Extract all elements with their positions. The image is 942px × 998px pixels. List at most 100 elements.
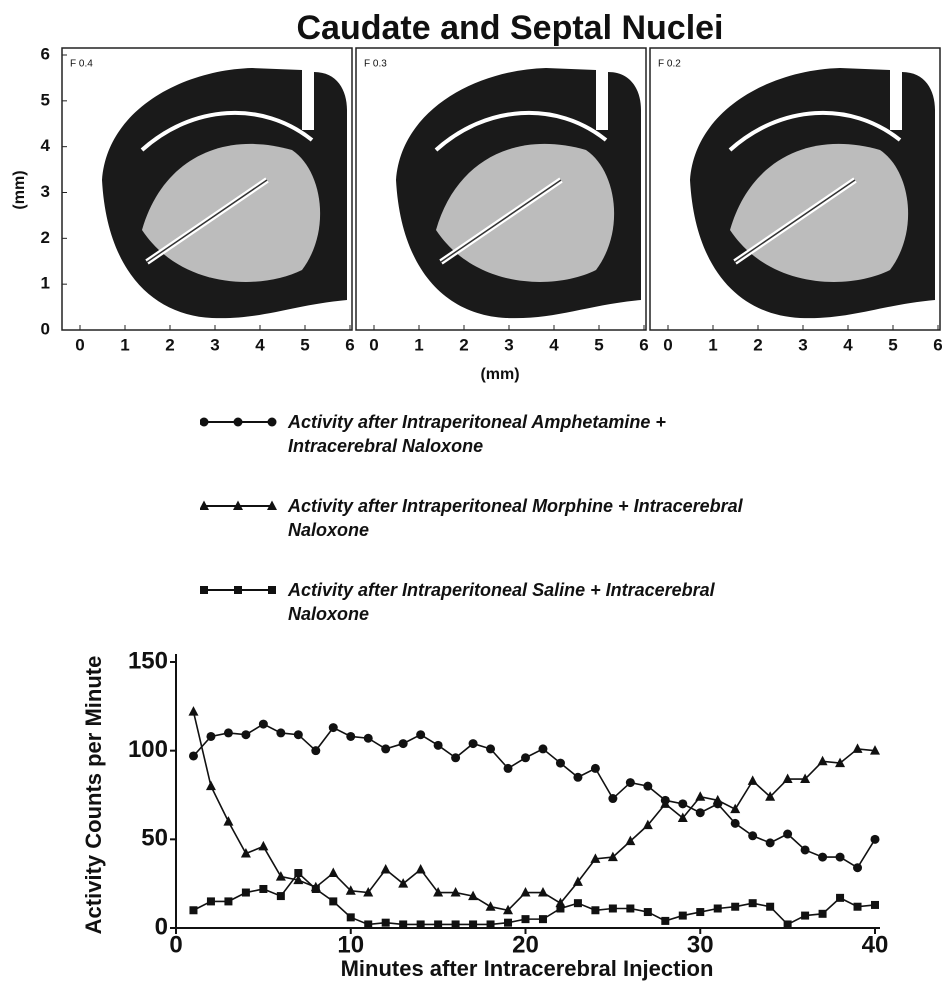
- marker-triangle: [853, 743, 863, 753]
- legend-swatch: [200, 410, 280, 434]
- marker-triangle: [328, 868, 338, 878]
- section-label: F 0.3: [364, 59, 387, 70]
- marker-triangle: [416, 864, 426, 874]
- marker-square: [200, 586, 208, 594]
- marker-triangle: [730, 804, 740, 814]
- marker-circle: [469, 739, 478, 748]
- marker-circle: [678, 799, 687, 808]
- section-x-tick-label: 5: [300, 335, 309, 354]
- y-tick-label: 0: [155, 913, 168, 940]
- marker-square: [224, 897, 232, 905]
- marker-circle: [294, 730, 303, 739]
- section-x-tick-label: 3: [210, 335, 219, 354]
- marker-square: [469, 920, 477, 928]
- legend-label: Activity after Intraperitoneal Saline + …: [288, 578, 758, 626]
- section-x-tick-label: 5: [594, 335, 603, 354]
- marker-square: [591, 906, 599, 914]
- marker-circle: [818, 853, 827, 862]
- marker-circle: [434, 741, 443, 750]
- marker-triangle: [206, 781, 216, 791]
- section-x-tick-label: 2: [165, 335, 174, 354]
- marker-triangle: [398, 878, 408, 888]
- section-y-tick-label: 5: [41, 90, 50, 109]
- marker-circle: [766, 838, 775, 847]
- marker-square: [452, 920, 460, 928]
- legend-label: Activity after Intraperitoneal Amphetami…: [288, 410, 758, 458]
- y-tick-label: 100: [128, 736, 168, 763]
- x-axis-label: Minutes after Intracerebral Injection: [341, 956, 714, 981]
- marker-circle: [836, 853, 845, 862]
- marker-square: [819, 910, 827, 918]
- section-x-tick-label: 6: [933, 335, 942, 354]
- section-x-tick-label: 1: [708, 335, 717, 354]
- marker-circle: [200, 418, 209, 427]
- marker-circle: [748, 831, 757, 840]
- section-y-tick-label: 2: [41, 228, 50, 247]
- marker-triangle: [695, 791, 705, 801]
- marker-square: [487, 920, 495, 928]
- marker-square: [259, 885, 267, 893]
- marker-square: [836, 894, 844, 902]
- marker-triangle: [818, 756, 828, 766]
- x-tick-label: 0: [169, 931, 182, 958]
- legend-swatch: [200, 494, 280, 518]
- x-tick-label: 20: [512, 931, 539, 958]
- marker-square: [329, 897, 337, 905]
- marker-square: [714, 904, 722, 912]
- section-label: F 0.4: [70, 59, 93, 70]
- marker-square: [574, 899, 582, 907]
- marker-square: [766, 903, 774, 911]
- marker-square: [242, 889, 250, 897]
- y-axis-label: Activity Counts per Minute: [81, 656, 106, 935]
- section-x-tick-label: 4: [843, 335, 853, 354]
- marker-circle: [538, 744, 547, 753]
- marker-square: [207, 897, 215, 905]
- y-tick-label: 50: [141, 825, 168, 852]
- marker-square: [364, 920, 372, 928]
- marker-circle: [259, 720, 268, 729]
- marker-circle: [521, 753, 530, 762]
- figure-title: Caudate and Septal Nuclei: [297, 9, 724, 47]
- marker-triangle: [223, 816, 233, 826]
- marker-square: [679, 912, 687, 920]
- marker-square: [609, 904, 617, 912]
- legend-entry: Activity after Intraperitoneal Morphine …: [200, 494, 700, 542]
- marker-circle: [189, 751, 198, 760]
- section-y-tick-label: 4: [41, 136, 51, 155]
- section-y-tick-label: 3: [41, 182, 50, 201]
- marker-square: [539, 915, 547, 923]
- marker-circle: [556, 759, 565, 768]
- marker-square: [731, 903, 739, 911]
- section-x-tick-label: 3: [504, 335, 513, 354]
- marker-square: [696, 908, 704, 916]
- section-x-tick-label: 1: [120, 335, 129, 354]
- marker-circle: [451, 753, 460, 762]
- marker-circle: [206, 732, 215, 741]
- marker-square: [277, 892, 285, 900]
- marker-square: [234, 586, 242, 594]
- marker-square: [661, 917, 669, 925]
- x-tick-label: 40: [862, 931, 889, 958]
- section-y-tick-label: 0: [41, 319, 50, 338]
- marker-circle: [224, 728, 233, 737]
- marker-square: [854, 903, 862, 911]
- marker-circle: [234, 418, 243, 427]
- marker-square: [294, 869, 302, 877]
- section-x-tick-label: 0: [663, 335, 672, 354]
- legend-swatch: [200, 578, 280, 602]
- section-x-tick-label: 5: [888, 335, 897, 354]
- marker-square: [417, 920, 425, 928]
- marker-square: [871, 901, 879, 909]
- marker-square: [382, 919, 390, 927]
- marker-square: [522, 915, 530, 923]
- section-x-tick-label: 3: [798, 335, 807, 354]
- legend-entry: Activity after Intraperitoneal Saline + …: [200, 578, 700, 626]
- section-x-tick-label: 6: [345, 335, 354, 354]
- marker-circle: [626, 778, 635, 787]
- section-x-tick-label: 0: [75, 335, 84, 354]
- marker-square: [504, 919, 512, 927]
- marker-circle: [696, 808, 705, 817]
- marker-circle: [591, 764, 600, 773]
- section-x-label: (mm): [480, 366, 519, 383]
- marker-circle: [241, 730, 250, 739]
